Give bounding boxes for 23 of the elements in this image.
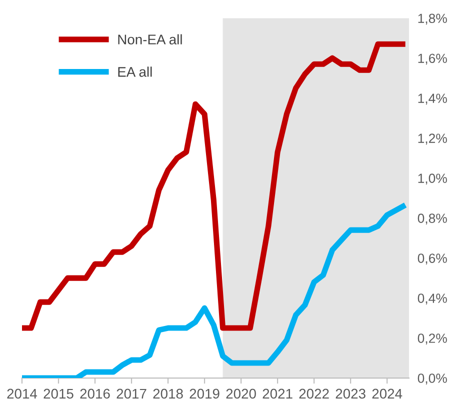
legend-label: EA all	[118, 66, 152, 77]
y-tick-label: 0,6%	[418, 254, 447, 265]
x-tick-label: 2014	[7, 388, 38, 399]
x-tick-label: 2022	[299, 388, 329, 399]
y-tick-label: 1,8%	[418, 14, 447, 25]
y-tick-label: 1,4%	[418, 94, 447, 105]
x-tick-label: 2016	[80, 388, 110, 399]
y-tick-label: 0,8%	[418, 214, 447, 225]
legend-label: Non-EA all	[118, 34, 182, 44]
x-tick-label: 2020	[226, 388, 256, 399]
x-tick-label: 2024	[372, 388, 402, 399]
x-tick-label: 2023	[336, 388, 366, 399]
x-tick-label: 2015	[44, 388, 74, 399]
y-tick-label: 1,0%	[418, 174, 447, 185]
x-tick-label: 2018	[153, 388, 183, 399]
y-tick-label: 0,0%	[418, 374, 447, 384]
y-tick-label: 1,2%	[418, 134, 447, 145]
y-tick-label: 0,2%	[418, 334, 447, 344]
x-tick-label: 2017	[116, 388, 146, 399]
y-tick-label: 1,6%	[418, 54, 447, 65]
x-tick-label: 2019	[190, 388, 220, 399]
y-tick-label: 0,4%	[418, 294, 447, 305]
x-tick-label: 2021	[262, 388, 292, 399]
